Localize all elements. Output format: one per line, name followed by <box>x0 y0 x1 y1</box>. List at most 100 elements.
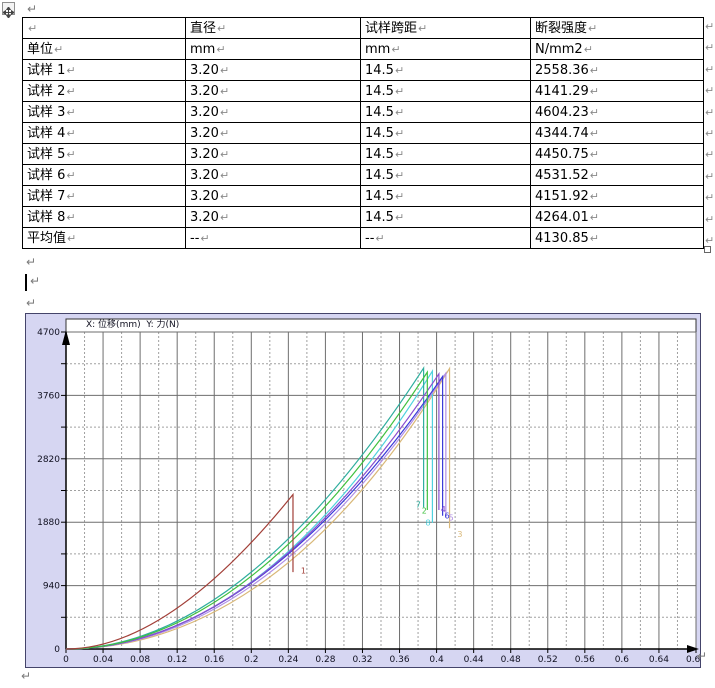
table-cell[interactable]: 3.20↵ <box>185 101 361 123</box>
table-cell[interactable]: 断裂强度↵ <box>530 17 704 39</box>
table-cell[interactable]: 4264.01↵ <box>530 206 704 228</box>
table-row: 试样 3↵ 3.20↵ 14.5↵ 4604.23↵ <box>22 101 704 123</box>
table-cell[interactable]: 3.20↵ <box>185 185 361 207</box>
table-cell[interactable]: 4141.29↵ <box>530 80 704 102</box>
table-cell[interactable]: 14.5↵ <box>360 59 531 81</box>
table-cell[interactable]: 单位↵ <box>22 38 186 60</box>
table-row: 试样 5↵ 3.20↵ 14.5↵ 4450.75↵ <box>22 143 704 165</box>
table-cell[interactable]: mm↵ <box>185 38 361 60</box>
end-of-cell-mark: ↵ <box>200 231 210 245</box>
table-cell[interactable]: 试样跨距↵ <box>360 17 531 39</box>
paragraph-mark: ↵ <box>30 274 41 288</box>
end-of-cell-mark: ↵ <box>66 84 76 98</box>
table-cell[interactable]: 试样 2↵ <box>22 80 186 102</box>
end-of-cell-mark: ↵ <box>66 189 76 203</box>
table-cell[interactable]: 试样 1↵ <box>22 59 186 81</box>
end-of-cell-mark: ↵ <box>394 147 405 161</box>
table-cell[interactable]: 14.5↵ <box>360 206 531 228</box>
end-of-row-mark: ↵ <box>705 105 715 119</box>
table-cell[interactable]: 3.20↵ <box>185 122 361 144</box>
table-cell[interactable]: 试样 7↵ <box>22 185 186 207</box>
table-cell[interactable]: 14.5↵ <box>360 185 531 207</box>
table-cell[interactable]: 4344.74↵ <box>530 122 704 144</box>
svg-text:0.6: 0.6 <box>615 655 630 665</box>
table-cell[interactable]: 3.20↵ <box>185 206 361 228</box>
end-of-cell-mark: ↵ <box>219 63 230 77</box>
table-cell[interactable]: 4531.52↵ <box>530 164 704 186</box>
end-of-cell-mark: ↵ <box>216 42 226 56</box>
table-cell[interactable]: 4130.85↵ <box>530 227 704 249</box>
svg-text:0.52: 0.52 <box>538 655 558 665</box>
table-row: 单位↵ mm↵ mm↵ N/mm2↵ <box>22 38 704 60</box>
end-of-row-mark: ↵ <box>705 212 715 226</box>
paragraph-mark: ↵ <box>697 649 708 663</box>
table-cell[interactable]: 试样 4↵ <box>22 122 186 144</box>
table-cell[interactable]: 试样 3↵ <box>22 101 186 123</box>
table-cell[interactable]: 3.20↵ <box>185 164 361 186</box>
svg-text:0.12: 0.12 <box>167 655 187 665</box>
table-cell[interactable]: 试样 8↵ <box>22 206 186 228</box>
four-way-arrow-icon <box>2 6 15 19</box>
svg-text:0.16: 0.16 <box>204 655 224 665</box>
table-cell[interactable]: 试样 5↵ <box>22 143 186 165</box>
table-cell[interactable]: 4151.92↵ <box>530 185 704 207</box>
table-cell[interactable]: 2558.36↵ <box>530 59 704 81</box>
end-of-row-mark: ↵ <box>705 41 715 55</box>
chart-axis-legend: X: 位移(mm) Y: 力(N) <box>86 320 180 330</box>
table-cell[interactable]: 4604.23↵ <box>530 101 704 123</box>
end-of-row-mark: ↵ <box>705 169 715 183</box>
table-cell[interactable]: 14.5↵ <box>360 164 531 186</box>
svg-text:0.56: 0.56 <box>575 655 595 665</box>
end-of-cell-mark: ↵ <box>219 189 230 203</box>
table-resize-handle[interactable] <box>704 246 711 253</box>
table-cell[interactable]: ↵ <box>22 17 186 39</box>
table-cell[interactable]: 14.5↵ <box>360 143 531 165</box>
svg-text:0.48: 0.48 <box>501 655 521 665</box>
table-row: 试样 7↵ 3.20↵ 14.5↵ 4151.92↵ <box>22 185 704 207</box>
end-of-row-mark: ↵ <box>705 20 715 33</box>
end-of-cell-mark: ↵ <box>217 21 227 35</box>
table-cell[interactable]: 试样 6↵ <box>22 164 186 186</box>
end-of-cell-mark: ↵ <box>66 105 76 119</box>
paragraph-mark: ↵ <box>26 255 37 269</box>
table-cell[interactable]: 3.20↵ <box>185 59 361 81</box>
end-of-cell-mark: ↵ <box>394 105 405 119</box>
table-cell[interactable]: 14.5↵ <box>360 80 531 102</box>
table-cell[interactable]: --↵ <box>185 227 361 249</box>
curve-label: 7 <box>416 500 421 509</box>
force-displacement-chart[interactable]: 0 940 1880 2820 3760 4700 0 0.04 0.08 0.12 0.16 0.2… <box>25 313 701 668</box>
table-row: 试样 2↵ 3.20↵ 14.5↵ 4141.29↵ <box>22 80 704 102</box>
svg-text:3760: 3760 <box>37 391 60 401</box>
table-cell[interactable]: 14.5↵ <box>360 122 531 144</box>
end-of-cell-mark: ↵ <box>589 189 599 203</box>
paragraph-mark: ↵ <box>26 296 37 310</box>
table-cell[interactable]: 3.20↵ <box>185 143 361 165</box>
end-of-cell-mark: ↵ <box>219 126 230 140</box>
table-cell[interactable]: N/mm2↵ <box>530 38 704 60</box>
table-row: 试样 6↵ 3.20↵ 14.5↵ 4531.52↵ <box>22 164 704 186</box>
results-table: ↵ 直径↵ 试样跨距↵ 断裂强度↵ 单位↵ mm↵ mm↵ N/mm2↵ 试样 1↵ 3.20↵ 1… <box>22 17 704 249</box>
end-of-cell-mark: ↵ <box>588 21 598 35</box>
end-of-cell-mark: ↵ <box>394 210 405 224</box>
end-of-cell-mark: ↵ <box>66 168 76 182</box>
table-move-handle-icon[interactable] <box>2 2 15 19</box>
table-cell[interactable]: 平均值↵ <box>22 227 186 249</box>
table-cell[interactable]: 直径↵ <box>185 17 361 39</box>
table-row: 平均值↵ --↵ --↵ 4130.85↵ <box>22 227 704 249</box>
end-of-cell-mark: ↵ <box>391 42 401 56</box>
text-cursor <box>25 274 27 291</box>
table-cell[interactable]: 4450.75↵ <box>530 143 704 165</box>
svg-text:0.32: 0.32 <box>352 655 372 665</box>
end-of-row-mark: ↵ <box>705 62 715 76</box>
end-of-cell-mark: ↵ <box>375 231 385 245</box>
end-of-cell-mark: ↵ <box>67 231 77 245</box>
chart-canvas: 0 940 1880 2820 3760 4700 0 0.04 0.08 0.12 0.16 0.2… <box>37 318 700 665</box>
curve-label: 4 <box>441 505 446 514</box>
table-cell[interactable]: mm↵ <box>360 38 531 60</box>
table-cell[interactable]: --↵ <box>360 227 531 249</box>
svg-text:4700: 4700 <box>37 328 60 338</box>
table-cell[interactable]: 14.5↵ <box>360 101 531 123</box>
curve-label: 3 <box>457 530 462 539</box>
table-cell[interactable]: 3.20↵ <box>185 80 361 102</box>
